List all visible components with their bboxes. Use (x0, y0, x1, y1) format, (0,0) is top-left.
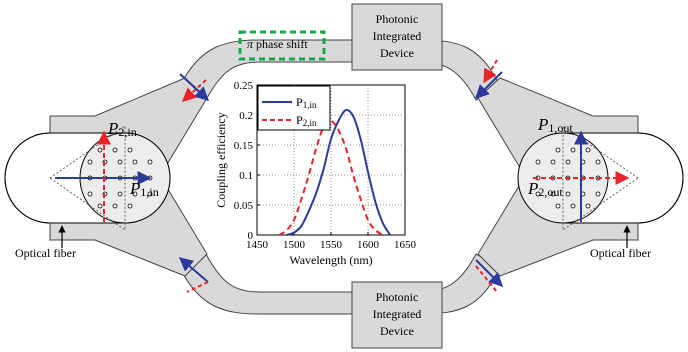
y-tick-label: 0.15 (234, 140, 254, 152)
device-top-line-3: Device (380, 46, 414, 60)
series-line-2 (278, 119, 384, 236)
right-fiber-label: Optical fiber (590, 246, 651, 260)
series-line-1 (286, 109, 392, 236)
polarization-arrow-bottom-right (475, 259, 503, 293)
y-tick-label: 0.2 (239, 110, 253, 122)
phase-shift-label: π phase shift (247, 37, 308, 51)
chart-y-label: Coupling efficiency (214, 112, 228, 207)
legend-label-p1: P1,in (296, 95, 317, 110)
chart-series (278, 109, 392, 236)
y-tick-label: 0 (248, 230, 254, 242)
polarization-arrow-bottom-left (178, 257, 209, 293)
left-p2-label: P2,in (107, 119, 137, 139)
left-p1-label: P1,in (129, 179, 159, 199)
y-tick-label: 0.1 (239, 170, 253, 182)
x-tick-label: 1550 (320, 239, 343, 251)
device-bottom-line-1: Photonic (376, 290, 419, 304)
device-top-line-2: Integrated (373, 29, 422, 43)
x-tick-label: 1650 (394, 239, 417, 251)
y-tick-label: 0.05 (234, 200, 254, 212)
polarization-arrow-top-left (179, 73, 210, 102)
device-top-line-1: Photonic (376, 12, 419, 26)
chart-legend: P1,in P2,in (257, 85, 331, 131)
chart-x-label: Wavelength (nm) (289, 253, 372, 267)
polarization-arrow-top-right (475, 59, 503, 99)
right-p2-label: P2,out (527, 179, 563, 199)
chart-x-ticks: 1450 1500 1550 1600 1650 (246, 232, 417, 251)
x-tick-label: 1600 (357, 239, 380, 251)
device-bottom-line-2: Integrated (373, 307, 422, 321)
coupling-efficiency-chart: 0 0.05 0.1 0.15 0.2 0.25 1450 1500 1550 1600 1650… (214, 80, 417, 267)
x-tick-label: 1500 (283, 239, 306, 251)
phase-shift-box (238, 30, 326, 61)
legend-label-p2: P2,in (296, 113, 317, 128)
device-box-bottom (351, 281, 443, 349)
device-box-top (351, 3, 443, 71)
device-bottom-line-3: Device (380, 324, 414, 338)
y-tick-label: 0.25 (234, 80, 254, 92)
chart-y-ticks: 0 0.05 0.1 0.15 0.2 0.25 (234, 80, 260, 242)
x-tick-label: 1450 (246, 239, 269, 251)
left-fiber-label: Optical fiber (15, 246, 76, 260)
right-p1-label: P1,out (537, 115, 573, 135)
